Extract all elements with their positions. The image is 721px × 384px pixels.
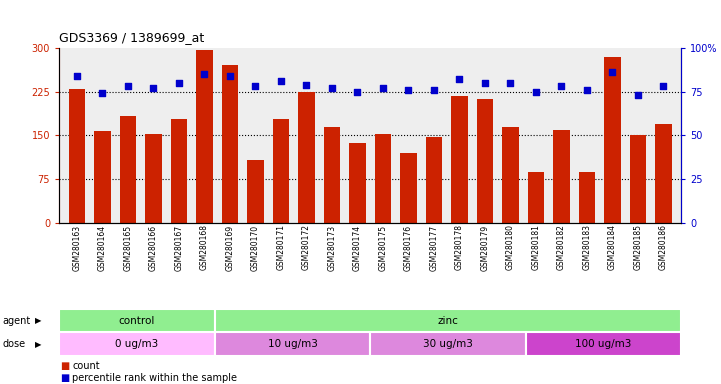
- Bar: [425, 137, 442, 223]
- Text: ■: ■: [60, 361, 69, 371]
- Text: zinc: zinc: [438, 316, 459, 326]
- Text: GSM280186: GSM280186: [659, 224, 668, 270]
- Point: [224, 73, 236, 79]
- Text: 30 ug/m3: 30 ug/m3: [423, 339, 473, 349]
- Point: [97, 90, 108, 96]
- Point: [122, 83, 133, 89]
- Bar: [629, 136, 646, 223]
- Bar: [59, 309, 215, 332]
- Point: [530, 89, 541, 95]
- Bar: [528, 172, 544, 223]
- Text: GSM280163: GSM280163: [73, 224, 81, 271]
- Bar: [221, 65, 238, 223]
- Text: GSM280182: GSM280182: [557, 224, 566, 270]
- Text: GSM280173: GSM280173: [327, 224, 337, 271]
- Bar: [215, 332, 371, 356]
- Text: GSM280168: GSM280168: [200, 224, 209, 270]
- Bar: [349, 143, 366, 223]
- Text: GSM280177: GSM280177: [430, 224, 438, 271]
- Text: GSM280167: GSM280167: [174, 224, 183, 271]
- Text: GSM280164: GSM280164: [98, 224, 107, 271]
- Text: 10 ug/m3: 10 ug/m3: [267, 339, 317, 349]
- Text: GSM280179: GSM280179: [480, 224, 490, 271]
- Bar: [120, 116, 136, 223]
- Point: [403, 87, 415, 93]
- Bar: [553, 129, 570, 223]
- Point: [249, 83, 261, 89]
- Text: GSM280180: GSM280180: [506, 224, 515, 270]
- Point: [581, 87, 593, 93]
- Text: GSM280181: GSM280181: [531, 224, 541, 270]
- Point: [428, 87, 440, 93]
- Point: [658, 83, 669, 89]
- Bar: [94, 131, 111, 223]
- Point: [173, 80, 185, 86]
- Point: [505, 80, 516, 86]
- Text: 0 ug/m3: 0 ug/m3: [115, 339, 159, 349]
- Point: [377, 85, 389, 91]
- Text: GSM280185: GSM280185: [634, 224, 642, 270]
- Text: percentile rank within the sample: percentile rank within the sample: [72, 373, 237, 383]
- Text: GDS3369 / 1389699_at: GDS3369 / 1389699_at: [59, 31, 204, 44]
- Bar: [400, 153, 417, 223]
- Bar: [604, 57, 621, 223]
- Point: [199, 71, 211, 77]
- Bar: [579, 172, 596, 223]
- Text: ▶: ▶: [35, 340, 41, 349]
- Point: [71, 73, 83, 79]
- Text: GSM280166: GSM280166: [149, 224, 158, 271]
- Bar: [145, 134, 162, 223]
- Text: control: control: [119, 316, 155, 326]
- Text: GSM280170: GSM280170: [251, 224, 260, 271]
- Bar: [247, 161, 264, 223]
- Text: agent: agent: [2, 316, 30, 326]
- Bar: [171, 119, 187, 223]
- Point: [607, 70, 619, 76]
- Text: GSM280165: GSM280165: [123, 224, 133, 271]
- Text: dose: dose: [2, 339, 25, 349]
- Text: GSM280172: GSM280172: [302, 224, 311, 270]
- Bar: [451, 96, 468, 223]
- Bar: [526, 332, 681, 356]
- Bar: [68, 89, 85, 223]
- Bar: [655, 124, 672, 223]
- Text: GSM280184: GSM280184: [608, 224, 617, 270]
- Point: [275, 78, 287, 84]
- Bar: [477, 99, 493, 223]
- Text: ■: ■: [60, 373, 69, 383]
- Point: [556, 83, 567, 89]
- Point: [148, 85, 159, 91]
- Text: GSM280171: GSM280171: [276, 224, 286, 270]
- Text: ▶: ▶: [35, 316, 41, 325]
- Text: GSM280183: GSM280183: [583, 224, 591, 270]
- Text: GSM280174: GSM280174: [353, 224, 362, 271]
- Point: [479, 80, 491, 86]
- Point: [352, 89, 363, 95]
- Bar: [375, 134, 392, 223]
- Point: [326, 85, 337, 91]
- Bar: [215, 309, 681, 332]
- Bar: [324, 127, 340, 223]
- Text: GSM280178: GSM280178: [455, 224, 464, 270]
- Bar: [298, 92, 315, 223]
- Text: count: count: [72, 361, 99, 371]
- Bar: [196, 50, 213, 223]
- Point: [454, 76, 465, 83]
- Text: GSM280175: GSM280175: [379, 224, 387, 271]
- Text: 100 ug/m3: 100 ug/m3: [575, 339, 632, 349]
- Bar: [273, 119, 289, 223]
- Text: GSM280176: GSM280176: [404, 224, 413, 271]
- Point: [632, 92, 644, 98]
- Text: GSM280169: GSM280169: [226, 224, 234, 271]
- Bar: [371, 332, 526, 356]
- Bar: [503, 127, 519, 223]
- Bar: [59, 332, 215, 356]
- Point: [301, 82, 312, 88]
